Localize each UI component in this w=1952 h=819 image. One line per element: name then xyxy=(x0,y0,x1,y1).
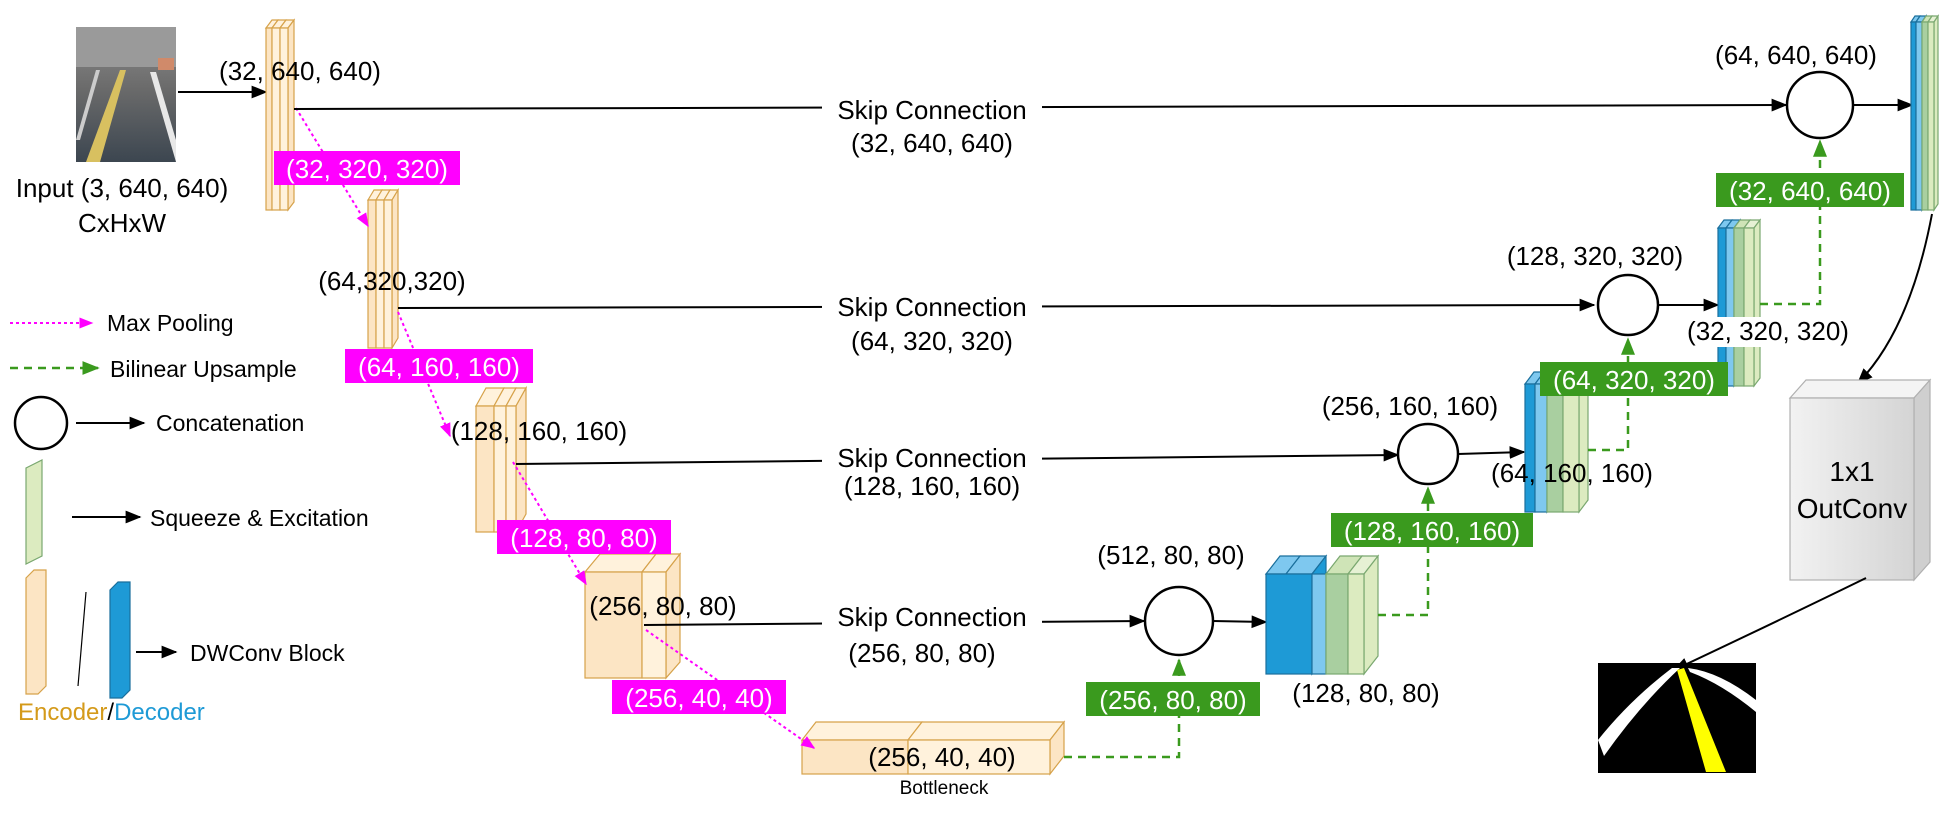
legend-slash xyxy=(77,591,87,687)
legend-upsample-label: Bilinear Upsample xyxy=(110,356,297,382)
decoder-block-4 xyxy=(1264,554,1328,676)
legend-concat-label: Concatenation xyxy=(156,410,304,436)
decoder-2-shape-bg xyxy=(1676,317,1866,347)
pool-arrow-1 xyxy=(295,107,369,228)
concat-3-shape: (256, 160, 160) xyxy=(1322,391,1498,421)
legend-encoder-word: Encoder xyxy=(18,699,107,726)
skip-1-shape: (32, 640, 640) xyxy=(851,128,1013,158)
pool-badge-3: (128, 80, 80) xyxy=(510,523,657,553)
skip-2-label-bg xyxy=(822,291,1042,319)
input-sublabel: CxHxW xyxy=(78,208,167,238)
concat-1-shape: (64, 640, 640) xyxy=(1715,40,1877,70)
bottleneck-label: Bottleneck xyxy=(900,778,989,799)
legend-decoder-word: Decoder xyxy=(114,699,205,726)
encoder-4-shape: (256, 80, 80) xyxy=(589,591,736,621)
input-label: Input (3, 640, 640) xyxy=(16,173,228,203)
pool-badge-1-bg xyxy=(274,151,460,185)
pool-badge-4: (256, 40, 40) xyxy=(625,683,772,713)
upsample-arrow-1 xyxy=(1064,658,1186,759)
pool-badge-4-bg xyxy=(612,680,786,714)
se-block-4 xyxy=(1324,554,1380,676)
upsample-badge-1: (256, 80, 80) xyxy=(1099,685,1246,715)
upsample-badge-4: (32, 640, 640) xyxy=(1729,176,1891,206)
upsample-badge-1-bg xyxy=(1086,682,1260,716)
encoder-1-shape: (32, 640, 640) xyxy=(219,56,381,86)
decoder-to-outconv-arrow xyxy=(1856,213,1933,385)
encoder-3-shape: (128, 160, 160) xyxy=(451,416,627,446)
skip-2-label: Skip Connection xyxy=(837,292,1026,322)
concat-2-shape: (128, 320, 320) xyxy=(1507,241,1683,271)
skip-1-label: Skip Connection xyxy=(837,95,1026,125)
upsample-badge-2-bg xyxy=(1331,513,1533,547)
encoder-2-shape: (64,320,320) xyxy=(318,266,465,296)
output-mask-image xyxy=(1598,663,1756,773)
bottleneck-block xyxy=(800,720,1066,776)
upsample-badge-2: (128, 160, 160) xyxy=(1344,516,1520,546)
legend-encoder-decoder-caption: Encoder/Decoder xyxy=(18,699,205,726)
legend-encoder-icon xyxy=(25,569,47,695)
pool-badge-2: (64, 160, 160) xyxy=(358,352,520,382)
outconv-line1: 1x1 xyxy=(1829,456,1874,487)
legend-decoder-icon xyxy=(109,581,131,699)
legend-concat-circle xyxy=(13,395,69,451)
legend-maxpool-label: Max Pooling xyxy=(107,310,234,336)
skip-4-label-bg xyxy=(822,605,1042,633)
skip-3-label: Skip Connection xyxy=(837,443,1026,473)
concat-4-out-arrow xyxy=(1212,615,1268,629)
upsample-badge-4-bg xyxy=(1716,173,1904,207)
decoder-4-shape: (128, 80, 80) xyxy=(1292,678,1439,708)
encoder-block-3 xyxy=(474,385,528,535)
upsample-arrow-4 xyxy=(1760,139,1827,306)
concat-circle-1 xyxy=(1785,70,1855,140)
encoder-block-2 xyxy=(366,187,400,351)
concat-4-shape: (512, 80, 80) xyxy=(1097,540,1244,570)
skip-4-label: Skip Connection xyxy=(837,602,1026,632)
pool-badge-1: (32, 320, 320) xyxy=(286,154,448,184)
skip-4-shape: (256, 80, 80) xyxy=(848,638,995,668)
se-block-2 xyxy=(1732,218,1762,388)
decoder-3-shape: (64, 160, 160) xyxy=(1491,458,1653,488)
input-image xyxy=(76,27,176,162)
concat-circle-4 xyxy=(1143,585,1215,657)
concat-3-out-arrow xyxy=(1457,446,1526,459)
legend-se-icon xyxy=(25,459,43,565)
outconv-line2: OutConv xyxy=(1797,493,1908,524)
bottleneck-shape: (256, 40, 40) xyxy=(868,742,1015,772)
outconv-to-output-arrow xyxy=(1672,577,1867,671)
legend-dwconv-label: DWConv Block xyxy=(190,640,345,666)
skip-3-shape: (128, 160, 160) xyxy=(844,471,1020,501)
skip-3-label-bg xyxy=(822,442,1042,470)
skip-2-shape: (64, 320, 320) xyxy=(851,326,1013,356)
pool-badge-2-bg xyxy=(345,349,533,383)
legend-slash-char: / xyxy=(107,699,114,726)
pool-badge-3-bg xyxy=(497,520,671,554)
legend-se-label: Squeeze & Excitation xyxy=(150,505,369,531)
upsample-badge-3-bg xyxy=(1540,362,1728,396)
skip-1-label-bg xyxy=(822,94,1042,122)
concat-circle-2 xyxy=(1596,273,1660,337)
decoder-2-shape: (32, 320, 320) xyxy=(1687,316,1849,346)
upsample-arrow-2 xyxy=(1378,486,1435,617)
upsample-badge-3: (64, 320, 320) xyxy=(1553,365,1715,395)
se-block-1 xyxy=(1920,14,1940,212)
concat-circle-3 xyxy=(1396,422,1460,486)
outconv-block xyxy=(1788,378,1932,582)
